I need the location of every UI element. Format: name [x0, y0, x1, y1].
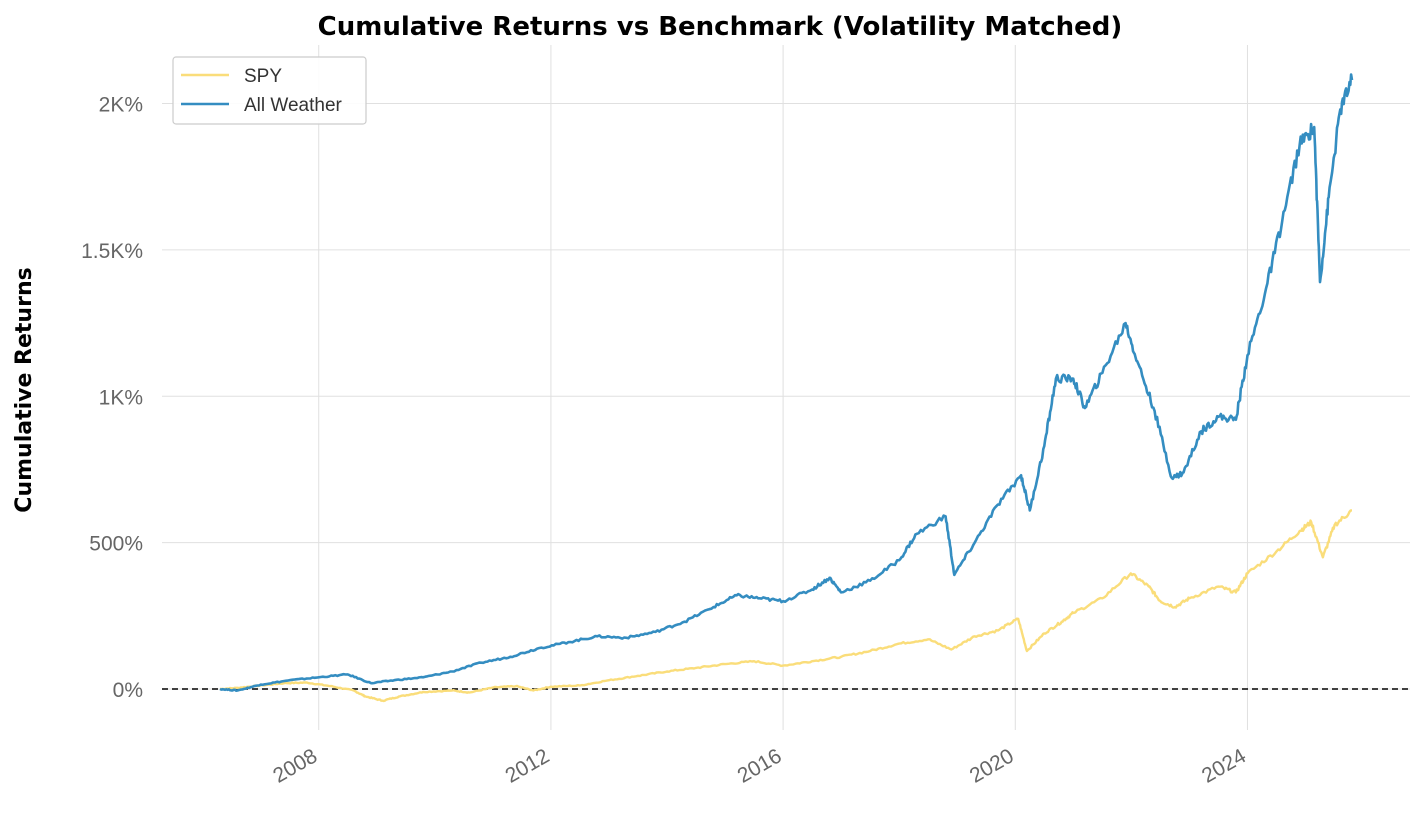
y-tick-label: 1.5K%: [81, 240, 143, 263]
series-layer: [219, 73, 1354, 703]
y-tick-label: 1K%: [99, 386, 143, 409]
y-tick-label: 0%: [113, 679, 143, 702]
x-tick-label: 2008: [269, 744, 321, 787]
series-line-spy: [219, 509, 1352, 703]
x-tick-labels: 2008 2012 2016 2020 2024: [269, 744, 1250, 787]
series-line-all-weather: [219, 73, 1354, 692]
legend-label-all-weather: All Weather: [244, 95, 343, 116]
legend-label-spy: SPY: [244, 66, 282, 87]
y-tick-label: 500%: [89, 533, 143, 556]
y-axis-label: Cumulative Returns: [12, 267, 37, 512]
y-tick-label: 2K%: [99, 94, 143, 117]
y-tick-labels: 0% 500% 1K% 1.5K% 2K%: [81, 94, 143, 702]
x-tick-label: 2012: [501, 744, 553, 787]
chart-title: Cumulative Returns vs Benchmark (Volatil…: [318, 12, 1123, 42]
grid-layer: [162, 45, 1410, 730]
x-tick-label: 2020: [966, 744, 1018, 787]
x-tick-label: 2016: [734, 744, 786, 787]
x-tick-label: 2024: [1198, 744, 1250, 787]
legend: SPY All Weather: [172, 56, 367, 125]
